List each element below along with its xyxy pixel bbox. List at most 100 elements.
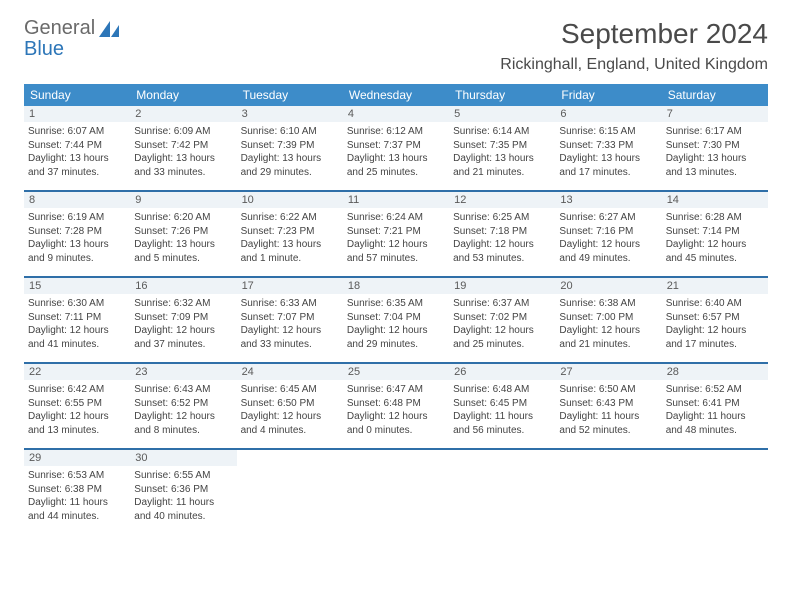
day-cell: 6Sunrise: 6:15 AMSunset: 7:33 PMDaylight… (555, 106, 661, 190)
day-number: 4 (343, 106, 449, 122)
day-number: 9 (130, 192, 236, 208)
day-number: 20 (555, 278, 661, 294)
day-cell: 19Sunrise: 6:37 AMSunset: 7:02 PMDayligh… (449, 278, 555, 362)
day-info: Sunrise: 6:22 AMSunset: 7:23 PMDaylight:… (241, 211, 339, 265)
day-number: 6 (555, 106, 661, 122)
sunrise-text: Sunrise: 6:48 AM (453, 383, 551, 397)
sunrise-text: Sunrise: 6:25 AM (453, 211, 551, 225)
day-cell: 20 Sunrise: 6:38 AMSunset: 7:00 PMDayligh… (555, 278, 661, 362)
day-cell: 8Sunrise: 6:19 AMSunset: 7:28 PMDaylight… (24, 192, 130, 276)
week-row: 29Sunrise: 6:53 AMSunset: 6:38 PMDayligh… (24, 450, 768, 534)
sunset-text: Sunset: 7:16 PM (559, 225, 657, 239)
location: Rickinghall, England, United Kingdom (500, 56, 768, 74)
day-number: 24 (237, 364, 343, 380)
day-info: Sunrise: 6:27 AMSunset: 7:16 PMDaylight:… (559, 211, 657, 265)
day-info: Sunrise: 6:17 AMSunset: 7:30 PMDaylight:… (666, 125, 764, 179)
day-header: Sunday (24, 84, 130, 106)
logo-sail-icon (99, 21, 121, 44)
daylight-text: Daylight: 11 hours and 48 minutes. (666, 410, 764, 437)
daylight-text: Daylight: 13 hours and 5 minutes. (134, 238, 232, 265)
day-info: Sunrise: 6:55 AMSunset: 6:36 PMDaylight:… (134, 469, 232, 523)
sunrise-text: Sunrise: 6:10 AM (241, 125, 339, 139)
day-cell: 11Sunrise: 6:24 AMSunset: 7:21 PMDayligh… (343, 192, 449, 276)
day-number: 12 (449, 192, 555, 208)
day-info: Sunrise: 6:38 AMSunset: 7:00 PMDaylight:… (559, 297, 657, 351)
daylight-text: Daylight: 12 hours and 13 minutes. (28, 410, 126, 437)
sunset-text: Sunset: 7:21 PM (347, 225, 445, 239)
daylight-text: Daylight: 12 hours and 8 minutes. (134, 410, 232, 437)
sunrise-text: Sunrise: 6:52 AM (666, 383, 764, 397)
sunset-text: Sunset: 7:09 PM (134, 311, 232, 325)
day-info: Sunrise: 6:52 AMSunset: 6:41 PMDaylight:… (666, 383, 764, 437)
day-info: Sunrise: 6:20 AMSunset: 7:26 PMDaylight:… (134, 211, 232, 265)
sunset-text: Sunset: 7:11 PM (28, 311, 126, 325)
day-number: 28 (662, 364, 768, 380)
day-info: Sunrise: 6:48 AMSunset: 6:45 PMDaylight:… (453, 383, 551, 437)
daylight-text: Daylight: 12 hours and 0 minutes. (347, 410, 445, 437)
day-info: Sunrise: 6:35 AMSunset: 7:04 PMDaylight:… (347, 297, 445, 351)
sunset-text: Sunset: 7:07 PM (241, 311, 339, 325)
sunset-text: Sunset: 7:04 PM (347, 311, 445, 325)
day-info: Sunrise: 6:47 AMSunset: 6:48 PMDaylight:… (347, 383, 445, 437)
sunset-text: Sunset: 6:55 PM (28, 397, 126, 411)
sunrise-text: Sunrise: 6:22 AM (241, 211, 339, 225)
day-info: Sunrise: 6:53 AMSunset: 6:38 PMDaylight:… (28, 469, 126, 523)
day-cell: 7Sunrise: 6:17 AMSunset: 7:30 PMDaylight… (662, 106, 768, 190)
daylight-text: Daylight: 11 hours and 40 minutes. (134, 496, 232, 523)
day-cell: 18Sunrise: 6:35 AMSunset: 7:04 PMDayligh… (343, 278, 449, 362)
day-header: Wednesday (343, 84, 449, 106)
day-cell: 16 Sunrise: 6:32 AMSunset: 7:09 PMDayligh… (130, 278, 236, 362)
sunset-text: Sunset: 7:23 PM (241, 225, 339, 239)
sunset-text: Sunset: 7:18 PM (453, 225, 551, 239)
header: General Blue September 2024 Rickinghall,… (24, 18, 768, 74)
day-cell (662, 450, 768, 534)
sunrise-text: Sunrise: 6:55 AM (134, 469, 232, 483)
daylight-text: Daylight: 12 hours and 4 minutes. (241, 410, 339, 437)
day-cell: 28 Sunrise: 6:52 AMSunset: 6:41 PMDayligh… (662, 364, 768, 448)
daylight-text: Daylight: 12 hours and 45 minutes. (666, 238, 764, 265)
daylight-text: Daylight: 13 hours and 37 minutes. (28, 152, 126, 179)
sunrise-text: Sunrise: 6:28 AM (666, 211, 764, 225)
day-info: Sunrise: 6:32 AMSunset: 7:09 PMDaylight:… (134, 297, 232, 351)
sunset-text: Sunset: 7:44 PM (28, 139, 126, 153)
daylight-text: Daylight: 13 hours and 25 minutes. (347, 152, 445, 179)
daylight-text: Daylight: 13 hours and 33 minutes. (134, 152, 232, 179)
day-header: Monday (130, 84, 236, 106)
day-number: 26 (449, 364, 555, 380)
day-cell: 14Sunrise: 6:28 AMSunset: 7:14 PMDayligh… (662, 192, 768, 276)
day-info: Sunrise: 6:43 AMSunset: 6:52 PMDaylight:… (134, 383, 232, 437)
sunrise-text: Sunrise: 6:32 AM (134, 297, 232, 311)
daylight-text: Daylight: 11 hours and 56 minutes. (453, 410, 551, 437)
day-cell: 21Sunrise: 6:40 AMSunset: 6:57 PMDayligh… (662, 278, 768, 362)
day-number: 30 (130, 450, 236, 466)
day-number: 16 (130, 278, 236, 294)
week-row: 15Sunrise: 6:30 AMSunset: 7:11 PMDayligh… (24, 278, 768, 364)
sunset-text: Sunset: 7:00 PM (559, 311, 657, 325)
day-cell (237, 450, 343, 534)
day-info: Sunrise: 6:28 AMSunset: 7:14 PMDaylight:… (666, 211, 764, 265)
day-info: Sunrise: 6:42 AMSunset: 6:55 PMDaylight:… (28, 383, 126, 437)
daylight-text: Daylight: 13 hours and 21 minutes. (453, 152, 551, 179)
day-cell: 4Sunrise: 6:12 AMSunset: 7:37 PMDaylight… (343, 106, 449, 190)
day-info: Sunrise: 6:50 AMSunset: 6:43 PMDaylight:… (559, 383, 657, 437)
sunrise-text: Sunrise: 6:43 AM (134, 383, 232, 397)
day-info: Sunrise: 6:24 AMSunset: 7:21 PMDaylight:… (347, 211, 445, 265)
day-cell: 12 Sunrise: 6:25 AMSunset: 7:18 PMDayligh… (449, 192, 555, 276)
day-number: 1 (24, 106, 130, 122)
daylight-text: Daylight: 12 hours and 33 minutes. (241, 324, 339, 351)
day-cell: 24Sunrise: 6:45 AMSunset: 6:50 PMDayligh… (237, 364, 343, 448)
day-cell: 3Sunrise: 6:10 AMSunset: 7:39 PMDaylight… (237, 106, 343, 190)
day-cell: 2Sunrise: 6:09 AMSunset: 7:42 PMDaylight… (130, 106, 236, 190)
sunset-text: Sunset: 6:50 PM (241, 397, 339, 411)
day-number: 3 (237, 106, 343, 122)
day-cell: 15Sunrise: 6:30 AMSunset: 7:11 PMDayligh… (24, 278, 130, 362)
sunset-text: Sunset: 7:39 PM (241, 139, 339, 153)
daylight-text: Daylight: 11 hours and 44 minutes. (28, 496, 126, 523)
daylight-text: Daylight: 12 hours and 53 minutes. (453, 238, 551, 265)
sunrise-text: Sunrise: 6:50 AM (559, 383, 657, 397)
weeks-container: 1Sunrise: 6:07 AMSunset: 7:44 PMDaylight… (24, 106, 768, 534)
sunset-text: Sunset: 6:41 PM (666, 397, 764, 411)
day-info: Sunrise: 6:40 AMSunset: 6:57 PMDaylight:… (666, 297, 764, 351)
day-number: 2 (130, 106, 236, 122)
title-block: September 2024 Rickinghall, England, Uni… (500, 18, 768, 74)
